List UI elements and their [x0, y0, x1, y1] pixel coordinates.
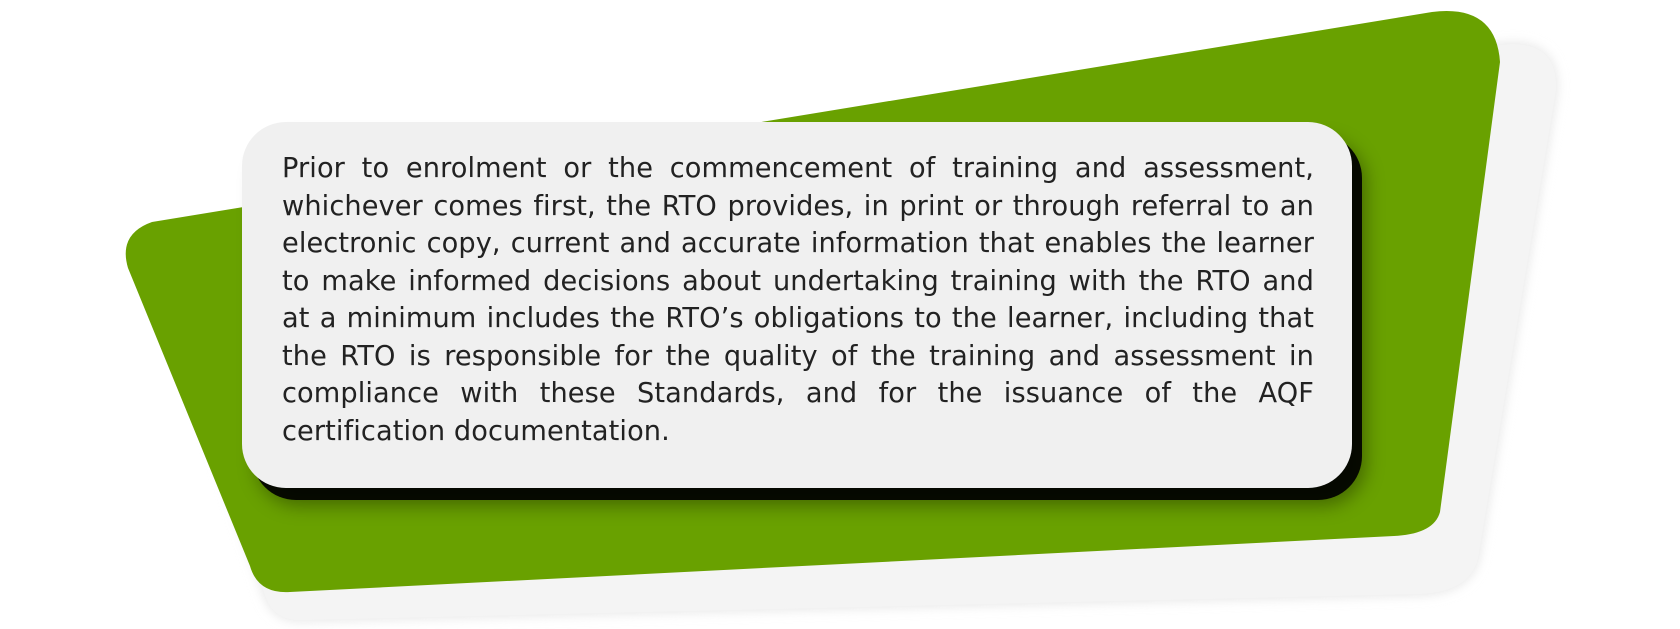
card-body-text: Prior to enrolment or the commencement o…	[282, 153, 1314, 447]
text-card: Prior to enrolment or the commencement o…	[242, 122, 1352, 488]
